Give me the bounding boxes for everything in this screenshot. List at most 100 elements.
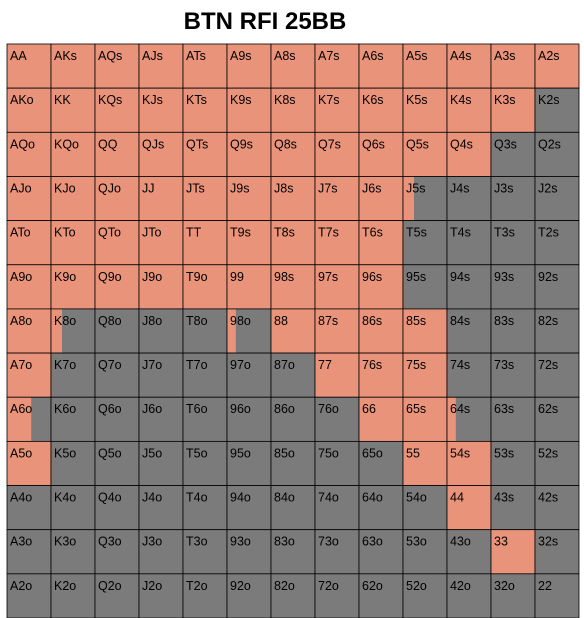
hand-label: 42s <box>538 491 558 505</box>
hand-label: Q5s <box>406 137 429 151</box>
hand-label: 98s <box>274 270 294 284</box>
hand-cell <box>359 44 403 89</box>
hand-label: 33 <box>494 535 508 549</box>
hand-label: 83s <box>494 314 514 328</box>
hand-label: A3s <box>494 49 516 63</box>
hand-cell <box>359 485 403 530</box>
hand-label: T7o <box>186 358 208 372</box>
hand-label: QJo <box>98 181 121 195</box>
hand-cell <box>271 264 315 309</box>
hand-label: AQo <box>10 137 35 151</box>
hand-cell <box>139 441 183 486</box>
hand-cell <box>7 573 51 618</box>
hand-label: K6o <box>54 402 76 416</box>
hand-cell <box>227 529 271 574</box>
hand-label: AA <box>10 49 27 63</box>
hand-label: JTs <box>186 181 205 195</box>
hand-cell <box>95 264 139 309</box>
hand-cell <box>51 573 95 618</box>
hand-label: Q6o <box>98 402 122 416</box>
hand-cell <box>447 44 491 89</box>
hand-label: K7s <box>318 93 340 107</box>
hand-cell <box>447 353 491 398</box>
hand-cell <box>95 176 139 221</box>
hand-cell <box>535 176 579 221</box>
hand-label: 74o <box>318 491 339 505</box>
hand-cell <box>491 529 535 574</box>
hand-cell <box>95 485 139 530</box>
hand-label: 82o <box>274 579 295 593</box>
hand-label: KJo <box>54 181 76 195</box>
hand-label: KQs <box>98 93 122 107</box>
hand-label: 76s <box>362 358 382 372</box>
hand-cell <box>271 132 315 177</box>
hand-cell <box>535 308 579 354</box>
hand-cell <box>359 132 403 177</box>
hand-label: Q4o <box>98 491 122 505</box>
hand-label: K8o <box>54 314 76 328</box>
hand-label: K4s <box>450 93 472 107</box>
hand-label: 75o <box>318 446 339 460</box>
hand-cell <box>535 264 579 309</box>
hand-label: 87o <box>274 358 295 372</box>
hand-label: K9o <box>54 270 76 284</box>
hand-label: J3o <box>142 535 162 549</box>
hand-label: 22 <box>538 579 552 593</box>
hand-label: K2s <box>538 93 560 107</box>
hand-cell <box>491 88 535 133</box>
hand-cell <box>359 441 403 486</box>
hand-cell <box>403 353 447 398</box>
hand-cell <box>315 529 359 574</box>
hand-cell <box>139 573 183 618</box>
hand-cell <box>95 88 139 133</box>
hand-cell <box>271 220 315 265</box>
hand-cell <box>7 88 51 133</box>
hand-label: 99 <box>230 270 244 284</box>
hand-label: A4s <box>450 49 472 63</box>
hand-cell <box>491 220 535 265</box>
hand-cell <box>183 88 227 133</box>
hand-label: Q8s <box>274 137 297 151</box>
hand-cell <box>315 264 359 309</box>
hand-cell <box>403 529 447 574</box>
hand-label: 43o <box>450 535 471 549</box>
hand-cell <box>403 573 447 618</box>
hand-label: JJ <box>142 181 155 195</box>
hand-label: 97o <box>230 358 251 372</box>
hand-label: 55 <box>406 446 420 460</box>
hand-label: J7s <box>318 181 337 195</box>
hand-cell <box>359 88 403 133</box>
hand-label: A7o <box>10 358 32 372</box>
hand-cell <box>227 485 271 530</box>
hand-cell <box>535 132 579 177</box>
hand-cell <box>491 353 535 398</box>
hand-label: 62o <box>362 579 383 593</box>
hand-cell <box>183 441 227 486</box>
hand-cell <box>271 573 315 618</box>
hand-label: K2o <box>54 579 76 593</box>
hand-label: K7o <box>54 358 76 372</box>
hand-cell <box>95 573 139 618</box>
hand-label: J3s <box>494 181 513 195</box>
hand-label: Q3s <box>494 137 517 151</box>
hand-cell <box>227 220 271 265</box>
hand-cell <box>359 220 403 265</box>
hand-cell <box>139 88 183 133</box>
hand-cell <box>7 264 51 309</box>
hand-label: 92s <box>538 270 558 284</box>
hand-cell <box>271 485 315 530</box>
hand-cell <box>491 573 535 618</box>
hand-label: J7o <box>142 358 162 372</box>
hand-label: 85o <box>274 446 295 460</box>
hand-cell <box>51 485 95 530</box>
hand-cell <box>403 132 447 177</box>
hand-label: T6o <box>186 402 208 416</box>
hand-cell <box>183 132 227 177</box>
hand-label: JTo <box>142 226 162 240</box>
hand-label: 63o <box>362 535 383 549</box>
hand-label: T9o <box>186 270 208 284</box>
hand-label: Q5o <box>98 446 122 460</box>
hand-label: KTo <box>54 226 76 240</box>
hand-label: 72s <box>538 358 558 372</box>
hand-cell <box>139 485 183 530</box>
